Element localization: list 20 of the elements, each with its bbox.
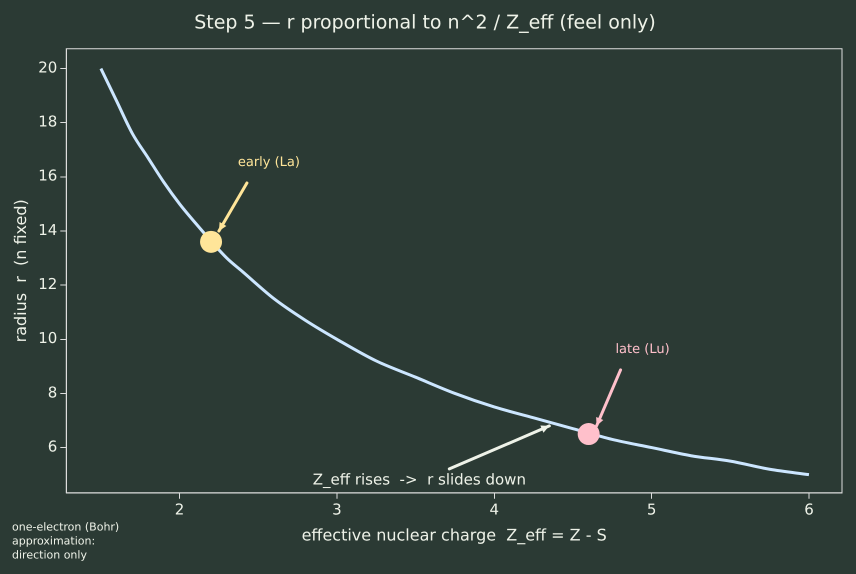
chart-title: Step 5 — r proportional to n^2 / Z_eff (feel only)	[194, 11, 656, 34]
y-tick-label: 18	[38, 112, 58, 131]
x-tick-label: 2	[174, 500, 184, 519]
y-axis-title: radius r (n fixed)	[10, 199, 30, 342]
x-tick-label: 5	[646, 500, 656, 519]
annotation: late (Lu)	[615, 342, 670, 357]
x-tick-label: 4	[489, 500, 500, 519]
annotation: Z_eff rises -> r slides down	[312, 470, 526, 488]
text: one-electron (Bohr) approximation: direction only	[12, 520, 120, 562]
x-axis-title: effective nuclear charge Z_eff = Z - S	[302, 526, 607, 545]
y-tick-label: 8	[48, 383, 58, 402]
y-tick-label: 14	[38, 220, 58, 239]
y-tick-label: 10	[38, 329, 58, 348]
y-tick-label: 20	[38, 58, 58, 76]
x-tick-label: 6	[804, 500, 814, 519]
y-tick-label: 12	[38, 275, 58, 294]
x-tick-label: 3	[332, 500, 342, 519]
y-tick-label: 6	[48, 437, 58, 456]
y-tick-label: 16	[38, 166, 58, 185]
annotation: early (La)	[238, 154, 300, 170]
